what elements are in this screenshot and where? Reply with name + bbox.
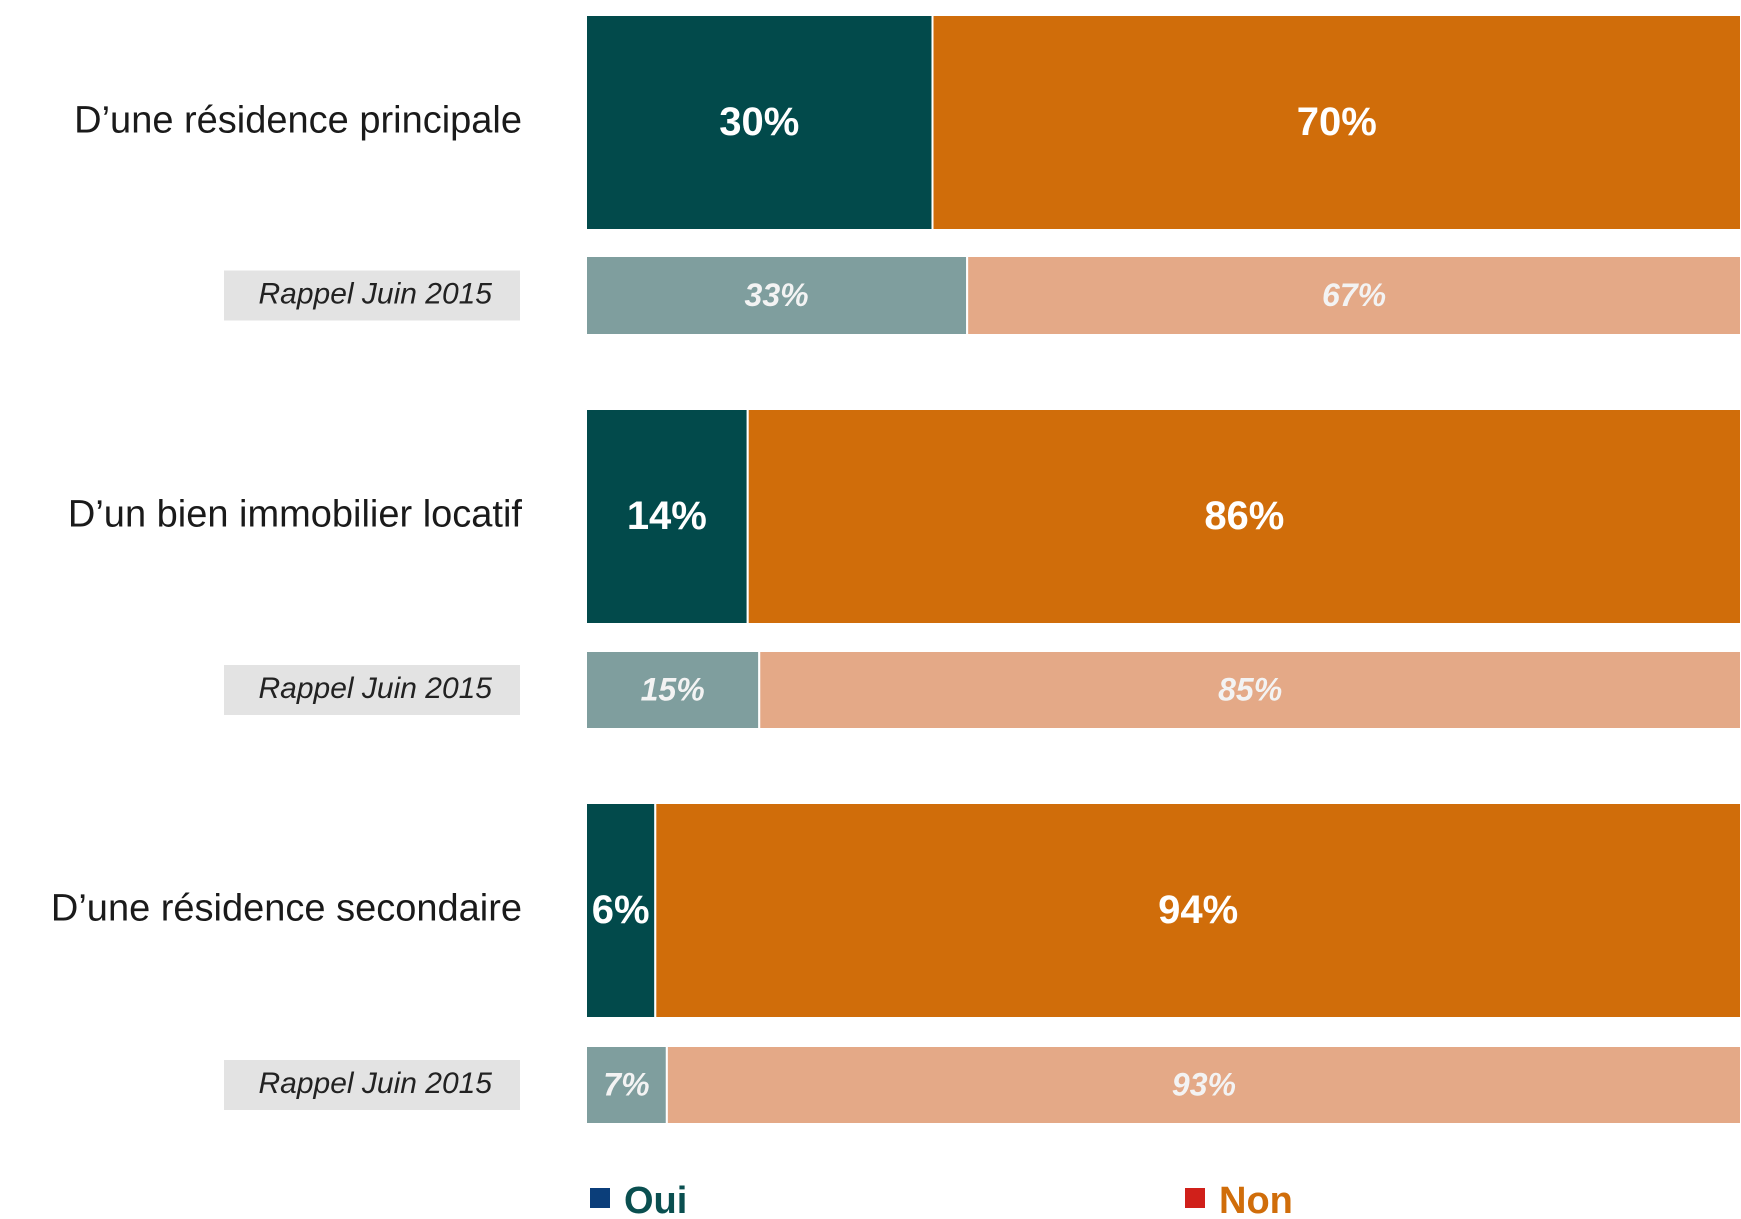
sub-label-box: [224, 1060, 520, 1110]
sub-label: Rappel Juin 2015: [258, 277, 492, 310]
bar-segment: [758, 650, 1741, 730]
value-label: 7%: [603, 1066, 649, 1102]
category-label: D’une résidence principale: [74, 100, 522, 142]
value-label: 6%: [592, 888, 650, 932]
bar-segment: [585, 802, 657, 1019]
value-label: 67%: [1322, 277, 1386, 313]
value-label: 94%: [1158, 888, 1238, 932]
sub-label-box: [224, 665, 520, 715]
bar-segment: [585, 650, 761, 730]
bar-segment: [585, 255, 969, 336]
category-label: D’une résidence secondaire: [51, 888, 522, 930]
sub-label: Rappel Juin 2015: [258, 1067, 492, 1100]
value-label: 93%: [1172, 1066, 1236, 1102]
bar-segment: [654, 802, 1741, 1019]
legend-label: Oui: [624, 1180, 687, 1219]
value-label: 70%: [1297, 100, 1377, 144]
value-label: 30%: [719, 100, 799, 144]
bar-segment: [665, 1045, 1741, 1125]
legend-label: Non: [1219, 1180, 1293, 1219]
bar-segment: [931, 14, 1741, 231]
bar-segment: [585, 14, 934, 231]
category-label: D’un bien immobilier locatif: [68, 494, 523, 536]
value-label: 33%: [745, 277, 809, 313]
value-label: 14%: [627, 494, 707, 538]
value-label: 15%: [641, 671, 705, 707]
value-label: 85%: [1218, 671, 1282, 707]
bar-segment: [746, 408, 1741, 625]
bar-segment: [585, 408, 749, 625]
sub-label: Rappel Juin 2015: [258, 672, 492, 705]
legend-marker: [590, 1188, 610, 1208]
value-label: 86%: [1204, 494, 1284, 538]
bar-segment: [585, 1045, 668, 1125]
legend-marker: [1185, 1188, 1205, 1208]
bar-segment: [966, 255, 1741, 336]
sub-label-box: [224, 270, 520, 321]
